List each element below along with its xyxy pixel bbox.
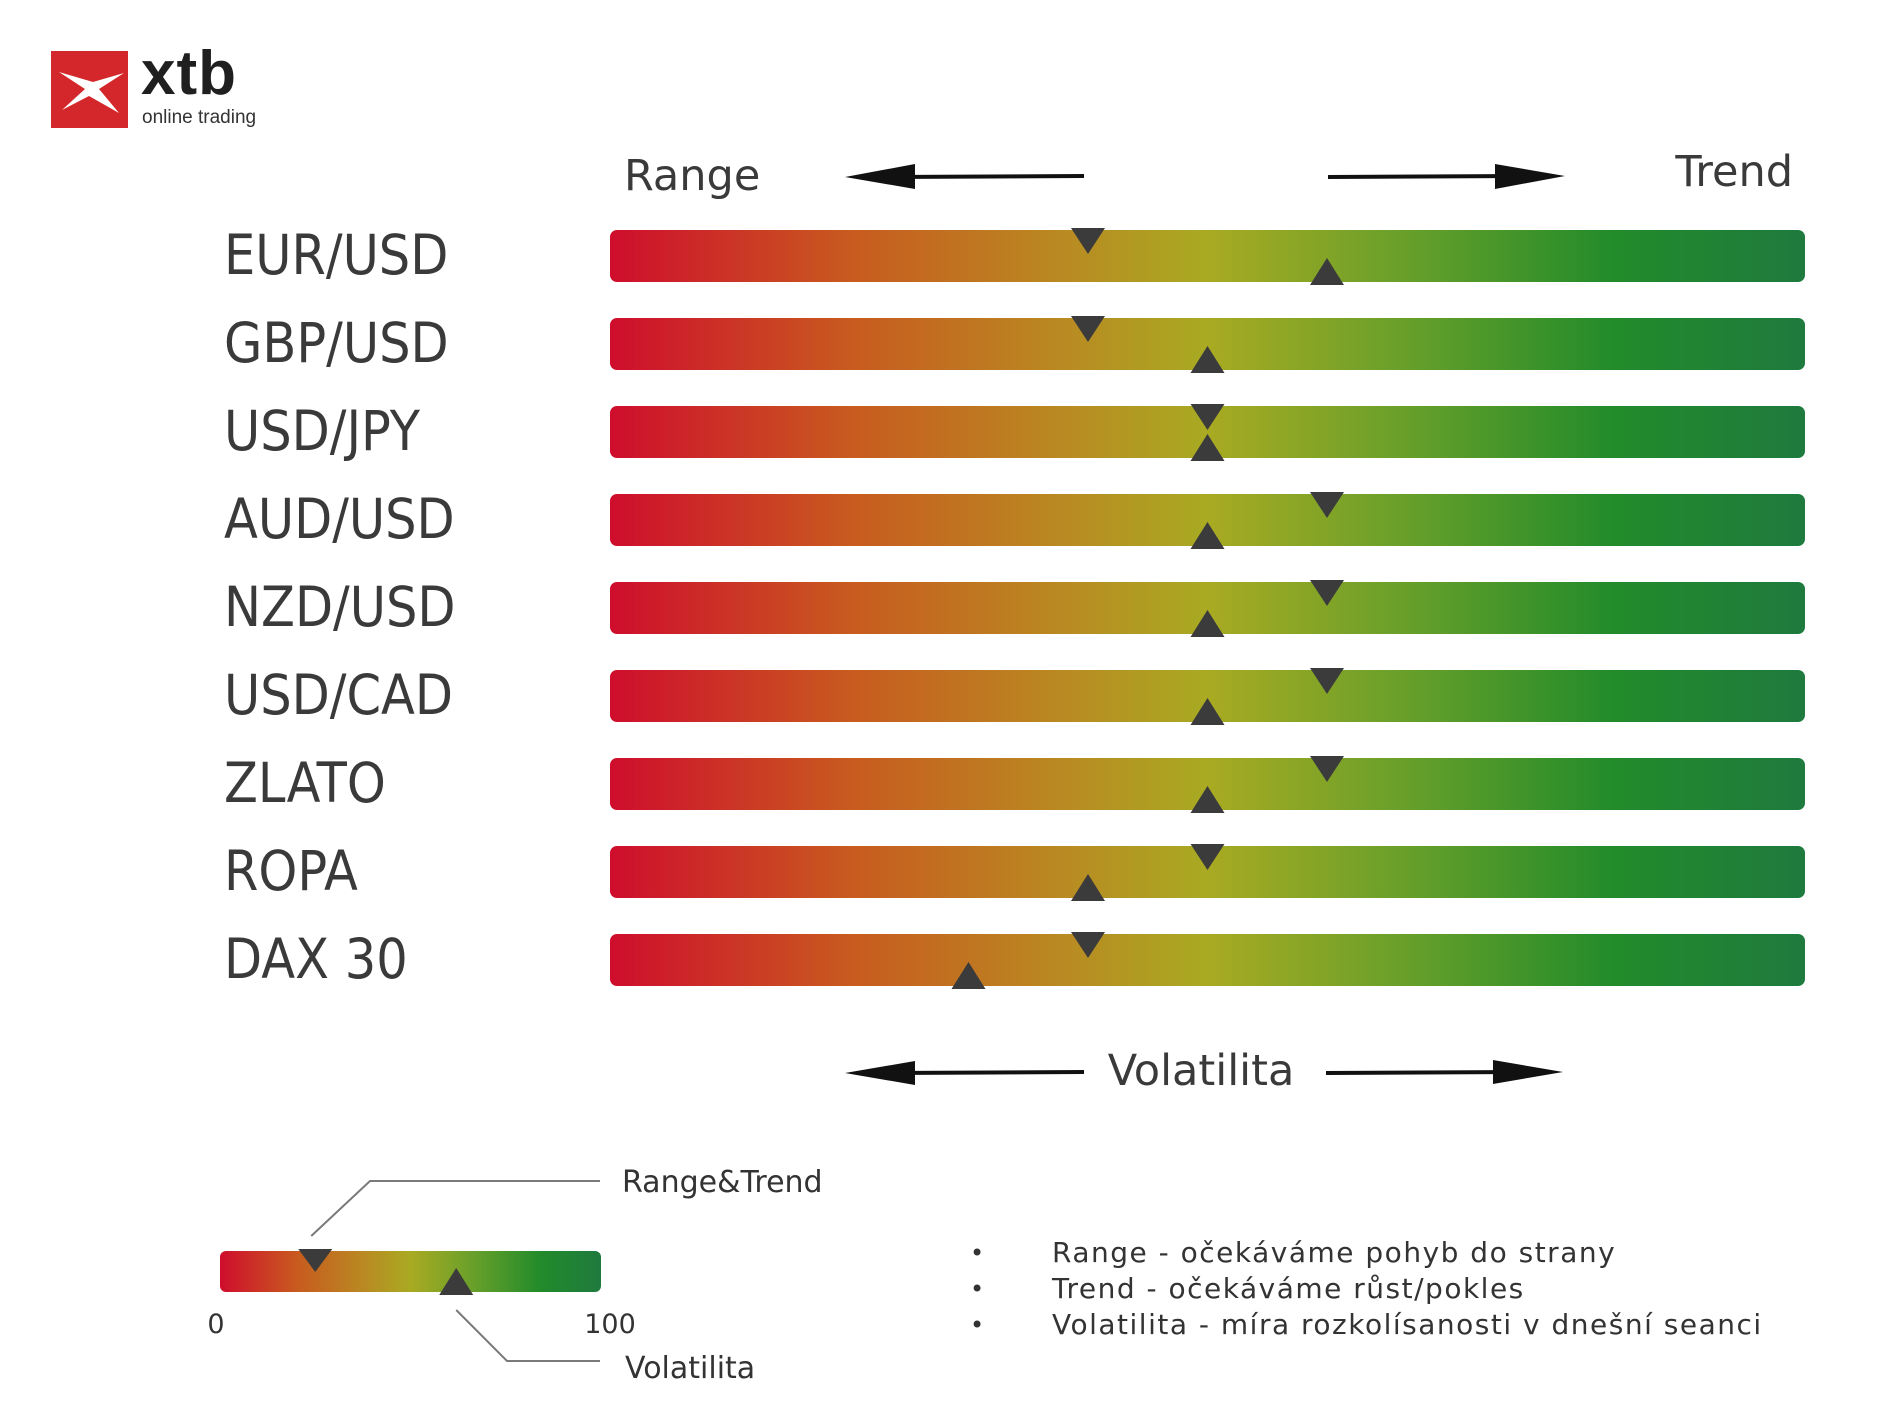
gauge-bar [610, 670, 1805, 722]
trend-arrow-shaft [1327, 174, 1521, 179]
row-label: DAX 30 [224, 927, 408, 991]
row-label: GBP/USD [224, 311, 449, 375]
row-label: AUD/USD [224, 487, 455, 551]
row-label: USD/CAD [224, 663, 453, 727]
row-label: ROPA [224, 839, 358, 903]
row-label: USD/JPY [224, 399, 421, 463]
legend-volatility-leader [455, 1309, 600, 1362]
volatility-marker [1190, 434, 1225, 461]
row-label: NZD/USD [224, 575, 456, 639]
gauge-row [610, 844, 1805, 901]
legend-range-trend-marker [298, 1249, 333, 1272]
xtb-x-mark [59, 72, 124, 113]
volatility-left-arrow-shaft [889, 1070, 1085, 1075]
logo-wordmark: xtb [141, 39, 237, 108]
logo-tagline: online trading [142, 107, 257, 128]
range-trend-marker [1071, 316, 1105, 342]
gauge-row [610, 580, 1805, 637]
volatility-left-arrow-head [845, 1061, 915, 1085]
gauge-row [610, 756, 1805, 813]
notes-list: Range - očekáváme pohyb do strany Trend … [970, 1235, 1763, 1343]
row-label: ZLATO [224, 751, 386, 815]
volatility-marker [1190, 786, 1225, 813]
volatility-right-arrow-shaft [1325, 1070, 1521, 1075]
gauge-bar [610, 230, 1805, 282]
volatility-right-arrow-head [1493, 1060, 1563, 1084]
gauge-row [610, 668, 1805, 725]
range-trend-marker [1310, 668, 1344, 694]
gauge-bar [610, 846, 1805, 898]
legend-volatility-marker [439, 1268, 474, 1295]
volatility-axis-label: Volatilita [1108, 1046, 1295, 1096]
range-trend-marker [1190, 844, 1225, 870]
volatility-marker [1190, 610, 1225, 637]
legend-volatility-label: Volatilita [625, 1351, 755, 1386]
legend-range-trend-leader [310, 1180, 600, 1237]
volatility-marker [1310, 258, 1344, 285]
gauge-row [610, 492, 1805, 549]
xtb-x-logo-icon-svg [59, 72, 124, 113]
gauge-bar [610, 494, 1805, 546]
range-trend-marker [1071, 932, 1105, 958]
gauge-bar [610, 406, 1805, 458]
legend-range-trend-label: Range&Trend [622, 1165, 823, 1200]
row-label: EUR/USD [224, 223, 449, 287]
gauge-row [610, 932, 1805, 989]
legend-max-label: 100 [584, 1309, 636, 1340]
xtb-logo: xtb online trading [51, 43, 311, 135]
legend: Range&Trend Volatilita 0 100 [207, 1165, 822, 1386]
range-trend-marker [1310, 580, 1344, 606]
range-arrow-head [845, 164, 915, 189]
range-trend-marker [1071, 228, 1105, 254]
gauge-rows [610, 228, 1805, 989]
gauge-row [610, 404, 1805, 461]
note-range: Range - očekáváme pohyb do strany [970, 1235, 1763, 1271]
trend-label: Trend [1674, 147, 1793, 197]
trend-arrow [1327, 164, 1565, 189]
gauge-bar [610, 934, 1805, 986]
volatility-marker [951, 962, 986, 989]
volatility-marker [1190, 698, 1225, 725]
volatility-marker [1071, 874, 1105, 901]
range-trend-marker [1310, 756, 1344, 782]
range-arrow-shaft [889, 174, 1085, 179]
note-volatility: Volatilita - míra rozkolísanosti v dnešn… [970, 1307, 1763, 1343]
volatility-marker [1190, 522, 1225, 549]
xtb-x-logo-icon [51, 51, 128, 128]
range-trend-marker [1310, 492, 1344, 518]
trend-arrow-head [1495, 164, 1565, 189]
note-trend: Trend - očekáváme růst/pokles [970, 1271, 1763, 1307]
range-arrow [845, 164, 1085, 189]
range-trend-marker [1190, 404, 1225, 430]
volatility-left-arrow [845, 1061, 1085, 1085]
range-label: Range [624, 151, 760, 201]
gauge-row [610, 228, 1805, 285]
legend-min-label: 0 [207, 1309, 224, 1340]
gauge-bar [610, 318, 1805, 370]
gauge-bar [610, 582, 1805, 634]
gauge-row [610, 316, 1805, 373]
volatility-marker [1190, 346, 1225, 373]
volatility-right-arrow [1325, 1060, 1563, 1084]
legend-bar [220, 1251, 601, 1292]
gauge-bar [610, 758, 1805, 810]
